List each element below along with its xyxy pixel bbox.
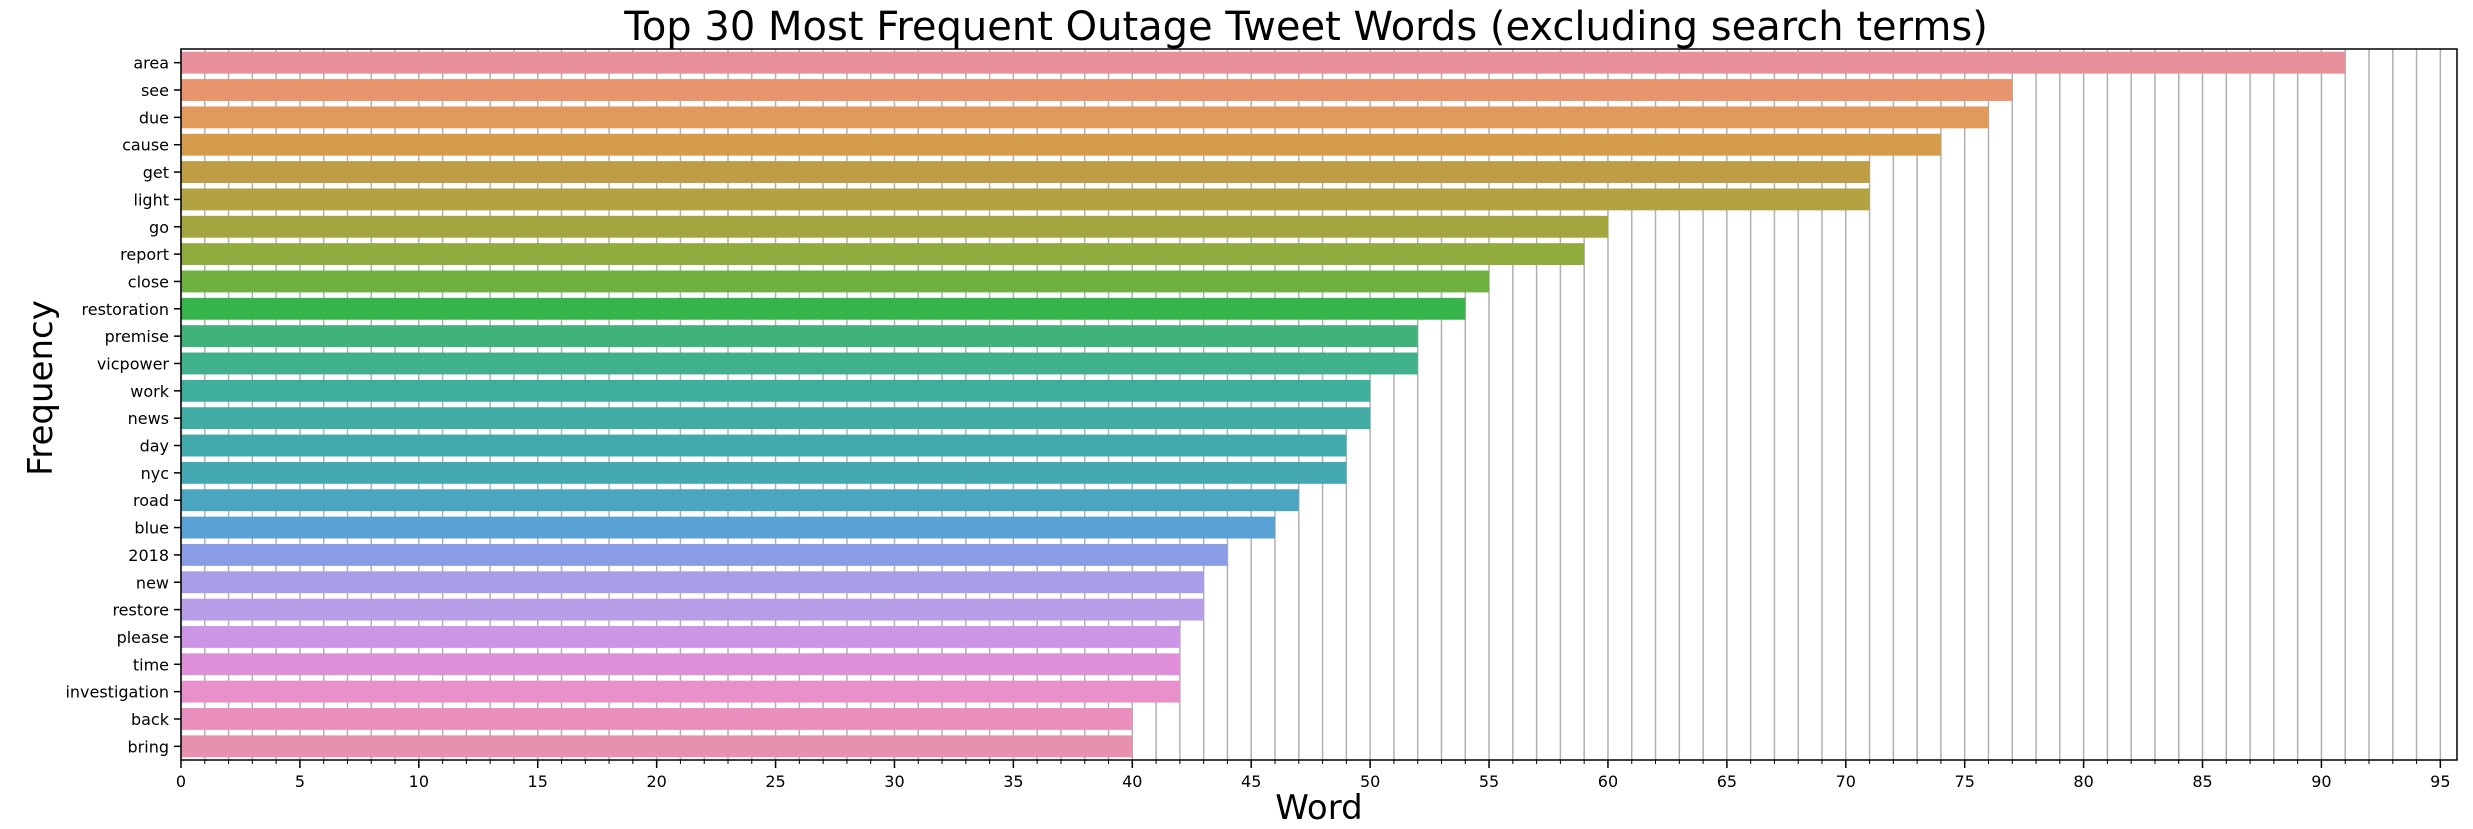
x-tick-label: 85 — [2192, 772, 2212, 791]
bar-new — [181, 571, 1204, 594]
bar-restoration — [181, 297, 1466, 320]
y-tick-label: restore — [112, 601, 169, 620]
bar-time — [181, 653, 1180, 676]
plot-frame — [180, 48, 2458, 761]
bar-report — [181, 243, 1585, 266]
bar-news — [181, 407, 1371, 430]
bar-blue — [181, 516, 1276, 539]
x-tick-label: 30 — [884, 772, 904, 791]
x-tick-label: 25 — [765, 772, 785, 791]
y-tick-label: investigation — [65, 683, 169, 702]
chart-title: Top 30 Most Frequent Outage Tweet Words … — [623, 4, 1988, 50]
y-tick-label: restoration — [82, 300, 170, 319]
x-tick-label: 95 — [2430, 772, 2450, 791]
x-tick-label: 20 — [646, 772, 666, 791]
y-tick-label: close — [128, 272, 169, 291]
y-tick-label: nyc — [141, 464, 169, 483]
bar-please — [181, 626, 1180, 648]
x-tick-label: 50 — [1360, 772, 1380, 791]
bar-premise — [181, 325, 1418, 348]
y-tick-label: vicpower — [97, 354, 170, 373]
bar-light — [181, 188, 1870, 211]
y-tick-label: work — [130, 382, 169, 401]
bars — [181, 51, 2346, 758]
y-tick-label: go — [149, 218, 169, 237]
x-tick-label: 65 — [1717, 772, 1737, 791]
bar-cause — [181, 133, 1941, 156]
y-tick-label: report — [120, 245, 169, 264]
y-tick-label: bring — [128, 737, 169, 756]
y-tick-label: premise — [105, 327, 169, 346]
bar-day — [181, 434, 1347, 457]
x-tick-label: 75 — [1955, 772, 1975, 791]
bar-back — [181, 708, 1133, 730]
y-tick-label: road — [133, 491, 169, 510]
y-tick-label: see — [141, 81, 169, 100]
bar-work — [181, 379, 1371, 402]
bar-vicpower — [181, 352, 1418, 375]
y-tick-label: area — [133, 54, 169, 73]
bar-due — [181, 106, 1989, 129]
axes-frame — [180, 48, 2458, 761]
x-tick-label: 35 — [1003, 772, 1023, 791]
x-tick-labels: 0 5 10 15 20 25 30 35 40 45 50 55 60 65 70 75 80 85 90 95 — [176, 760, 2451, 791]
bar-nyc — [181, 461, 1347, 484]
bar-bring — [181, 735, 1133, 758]
bar-restore — [181, 598, 1204, 621]
y-tick-label: light — [134, 190, 169, 209]
x-tick-label: 60 — [1598, 772, 1618, 791]
bar-2018 — [181, 543, 1228, 566]
y-tick-label: please — [117, 628, 169, 647]
y-axis-label: Frequency — [21, 300, 61, 476]
bar-see — [181, 79, 2013, 101]
bar-investigation — [181, 680, 1180, 703]
x-tick-label: 55 — [1479, 772, 1499, 791]
x-tick-label: 80 — [2073, 772, 2093, 791]
x-tick-label: 10 — [409, 772, 429, 791]
y-tick-label: back — [131, 710, 170, 729]
x-tick-label: 70 — [1836, 772, 1856, 791]
x-tick-label: 45 — [1241, 772, 1261, 791]
bar-go — [181, 215, 1608, 238]
bar-get — [181, 161, 1870, 183]
x-tick-label: 90 — [2311, 772, 2331, 791]
x-tick-label: 40 — [1122, 772, 1142, 791]
x-tick-label: 5 — [295, 772, 305, 791]
y-tick-label: news — [128, 409, 169, 428]
bar-road — [181, 489, 1299, 512]
y-tick-label: cause — [122, 136, 169, 155]
bar-close — [181, 270, 1490, 293]
y-tick-label: 2018 — [128, 546, 169, 565]
y-tick-label: time — [133, 655, 169, 674]
y-tick-label: due — [139, 108, 169, 127]
y-tick-label: new — [136, 573, 169, 592]
y-tick-label: get — [143, 163, 169, 182]
y-tick-label: day — [140, 437, 169, 456]
x-tick-label: 0 — [176, 772, 186, 791]
bar-area — [181, 51, 2346, 74]
x-axis-label: Word — [1275, 788, 1362, 828]
y-tick-label: blue — [134, 519, 169, 538]
x-tick-label: 15 — [528, 772, 548, 791]
y-tick-labels: area see due cause get light go report close rest… — [65, 54, 181, 756]
